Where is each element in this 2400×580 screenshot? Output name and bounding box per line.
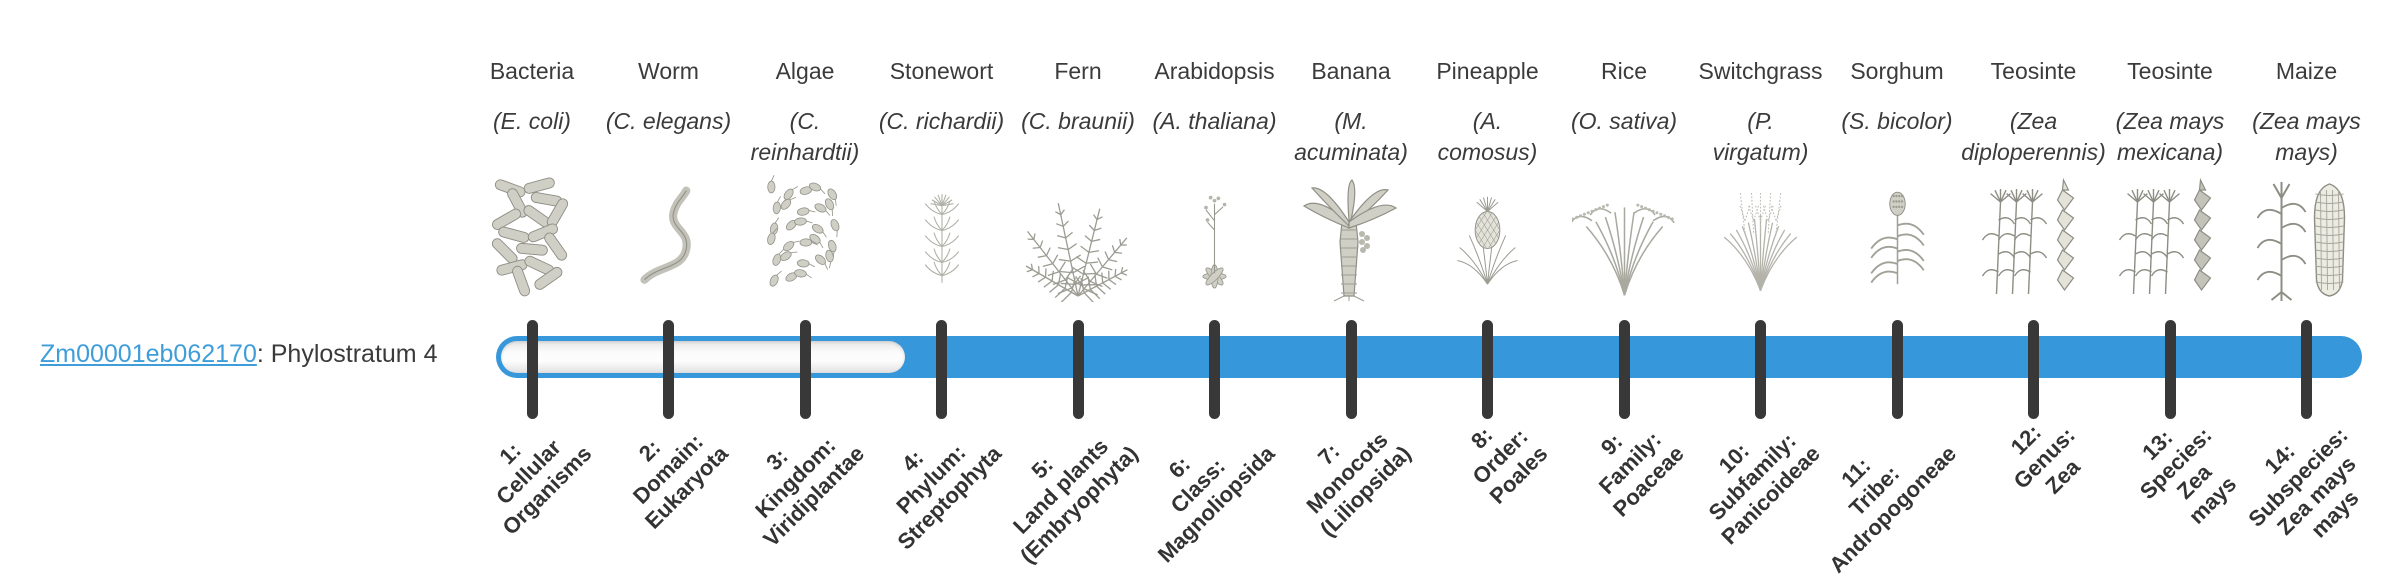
stratum-label: 8: Order: Poales — [1465, 422, 1552, 509]
pineapple-illustration — [1413, 168, 1563, 302]
stratum-label: 7: Monocots (Liliopsida) — [1301, 427, 1416, 542]
teosinte-mexicana-illustration — [2095, 168, 2245, 302]
organism-scientific-name: (A. comosus) — [1437, 108, 1538, 165]
tick-mark — [526, 320, 538, 419]
tick-mark — [1209, 320, 1220, 419]
stratum-label: 12: Genus: Zea — [2005, 419, 2085, 499]
stratum-label: 1: Cellular Organisms — [491, 434, 597, 540]
organism-name: Fern — [1054, 58, 1102, 84]
organism-name: Banana — [1311, 58, 1391, 84]
tick-mark — [1891, 320, 1903, 419]
gene-label: Zm00001eb062170: Phylostratum 4 — [40, 340, 438, 369]
stratum-label: 14: Subspecies: Zea mays mays — [2243, 422, 2364, 543]
stratum-label: 9: Family: Poaceae — [1593, 426, 1689, 522]
tick-mark — [936, 320, 947, 419]
organism-name: Teosinte — [2127, 58, 2213, 84]
stratum-label: 11: Tribe: Andropogoneae — [1824, 440, 1962, 578]
organism-name: Algae — [775, 58, 835, 84]
arabidopsis-illustration — [1140, 168, 1290, 302]
stratum-label: 13: Species: Zea mays — [2134, 422, 2241, 529]
worm-illustration — [594, 168, 744, 302]
stratum-label: 6: Class: Magnoliopsida — [1152, 440, 1279, 568]
banana-illustration — [1276, 168, 1426, 302]
organism-name: Switchgrass — [1698, 58, 1823, 84]
organism-scientific-name: (O. sativa) — [1570, 108, 1678, 134]
switchgrass-illustration — [1686, 168, 1836, 302]
stonewort-illustration — [867, 168, 1017, 302]
tick-mark — [799, 320, 811, 419]
bar-unfilled-segment — [501, 341, 905, 373]
tick-mark — [1345, 320, 1357, 419]
organism-name: Pineapple — [1436, 58, 1539, 84]
maize-illustration — [2232, 168, 2382, 302]
bacteria-illustration — [457, 168, 607, 302]
tick-mark — [1072, 320, 1084, 419]
fern-illustration — [1003, 168, 1153, 302]
tick-mark — [2301, 320, 2312, 419]
organism-scientific-name: (M. acuminata) — [1294, 108, 1408, 165]
organism-name: Arabidopsis — [1154, 58, 1275, 84]
organism-scientific-name: (C. richardii) — [878, 108, 1005, 134]
teosinte-diploperennis-illustration — [1959, 168, 2109, 302]
organism-name: Teosinte — [1990, 58, 2077, 84]
organism-scientific-name: (A. thaliana) — [1152, 108, 1277, 134]
tick-mark — [663, 320, 674, 419]
sorghum-illustration — [1822, 168, 1972, 302]
organism-name: Maize — [2275, 58, 2338, 84]
organism-name: Rice — [1600, 58, 1647, 84]
organism-name: Worm — [638, 58, 699, 84]
organism-scientific-name: (E. coli) — [493, 108, 571, 134]
phylostratum-bar — [496, 336, 2362, 378]
organism-name: Bacteria — [489, 58, 575, 84]
tick-mark — [2028, 320, 2039, 419]
rice-illustration — [1549, 168, 1699, 302]
organism-scientific-name: (C. reinhardtii) — [750, 108, 860, 165]
organism-name: Sorghum — [1850, 58, 1944, 84]
stratum-label: 5: Land plants (Embryophyta) — [1007, 433, 1143, 569]
tick-mark — [2164, 320, 2176, 419]
stratum-label: 2: Domain: Eukaryota — [628, 428, 733, 534]
organism-scientific-name: (C. braunii) — [1021, 108, 1135, 134]
stratum-label: 3: Kingdom: Viridiplantae — [750, 432, 870, 552]
organism-scientific-name: (C. elegans) — [605, 108, 732, 134]
gene-phylostratum-text: : Phylostratum 4 — [256, 340, 438, 368]
gene-id-link[interactable]: Zm00001eb062170 — [40, 340, 257, 368]
organism-scientific-name: (P. virgatum) — [1712, 108, 1809, 165]
organism-name: Stonewort — [889, 58, 994, 84]
tick-mark — [1482, 320, 1493, 419]
organism-scientific-name: (S. bicolor) — [1841, 108, 1953, 134]
organism-scientific-name: (Zea mays mays) — [2252, 108, 2361, 165]
tick-mark — [1755, 320, 1766, 419]
tick-mark — [1618, 320, 1630, 419]
stratum-label: 4: Phylum: Streptophyta — [891, 439, 1006, 555]
organism-scientific-name: (Zea diploperennis) — [1961, 108, 2106, 165]
algae-illustration — [730, 168, 880, 302]
organism-scientific-name: (Zea mays mexicana) — [2115, 108, 2225, 165]
